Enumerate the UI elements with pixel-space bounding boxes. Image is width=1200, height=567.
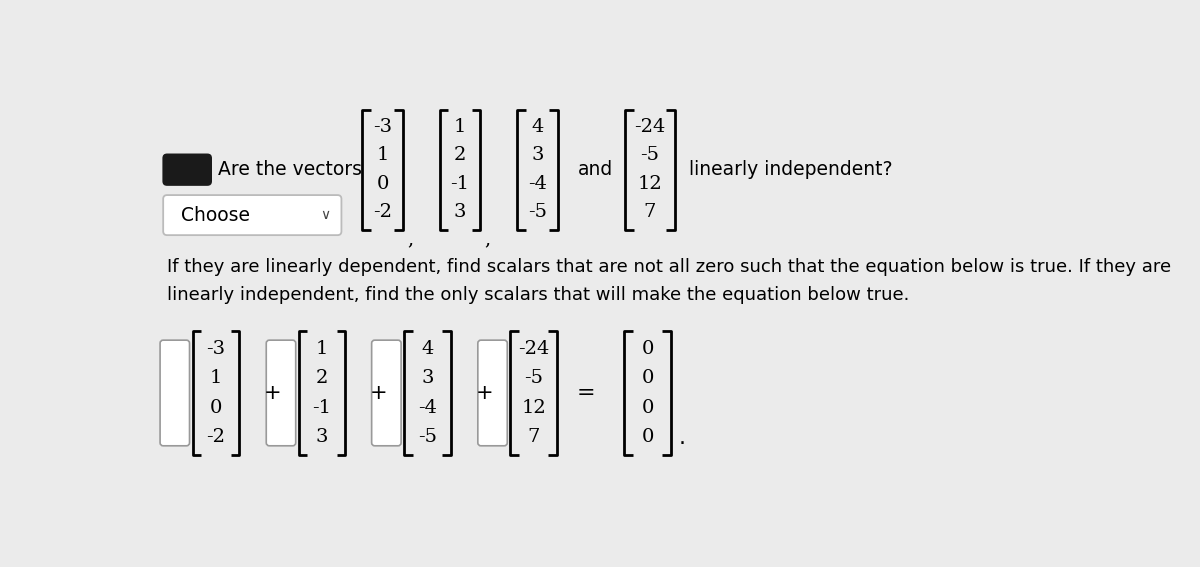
Text: 0: 0 bbox=[210, 399, 222, 417]
Text: 12: 12 bbox=[637, 175, 662, 193]
Text: 1: 1 bbox=[210, 369, 222, 387]
Text: -5: -5 bbox=[528, 204, 547, 222]
Text: 0: 0 bbox=[641, 340, 654, 358]
Text: 0: 0 bbox=[641, 369, 654, 387]
Text: -1: -1 bbox=[450, 175, 469, 193]
Text: ,: , bbox=[407, 231, 414, 248]
Text: linearly independent?: linearly independent? bbox=[689, 160, 892, 179]
Text: 3: 3 bbox=[454, 204, 467, 222]
Text: 2: 2 bbox=[454, 146, 466, 164]
FancyBboxPatch shape bbox=[266, 340, 295, 446]
Text: -5: -5 bbox=[641, 146, 659, 164]
Text: 4: 4 bbox=[421, 340, 433, 358]
Text: 7: 7 bbox=[528, 428, 540, 446]
Text: -5: -5 bbox=[418, 428, 437, 446]
Text: ∨: ∨ bbox=[320, 208, 331, 222]
Text: and: and bbox=[578, 160, 613, 179]
Text: ,: , bbox=[485, 231, 491, 248]
Text: -24: -24 bbox=[634, 118, 666, 136]
Text: 1: 1 bbox=[377, 146, 389, 164]
Text: =: = bbox=[576, 383, 595, 403]
Text: -5: -5 bbox=[524, 369, 544, 387]
Text: -3: -3 bbox=[373, 118, 392, 136]
Text: -4: -4 bbox=[418, 399, 437, 417]
Text: 0: 0 bbox=[641, 399, 654, 417]
FancyBboxPatch shape bbox=[372, 340, 401, 446]
Text: -3: -3 bbox=[206, 340, 226, 358]
Text: 7: 7 bbox=[643, 204, 656, 222]
Text: -4: -4 bbox=[528, 175, 547, 193]
FancyBboxPatch shape bbox=[163, 195, 342, 235]
Text: 0: 0 bbox=[377, 175, 389, 193]
Text: -2: -2 bbox=[373, 204, 392, 222]
Text: 12: 12 bbox=[521, 399, 546, 417]
Text: 0: 0 bbox=[641, 428, 654, 446]
FancyBboxPatch shape bbox=[162, 154, 212, 186]
Text: If they are linearly dependent, find scalars that are not all zero such that the: If they are linearly dependent, find sca… bbox=[167, 259, 1171, 277]
Text: 3: 3 bbox=[316, 428, 329, 446]
Text: 3: 3 bbox=[421, 369, 433, 387]
Text: +: + bbox=[264, 383, 281, 403]
Text: 1: 1 bbox=[316, 340, 329, 358]
Text: 1: 1 bbox=[454, 118, 466, 136]
Text: 3: 3 bbox=[532, 146, 544, 164]
Text: -1: -1 bbox=[312, 399, 331, 417]
Text: 4: 4 bbox=[532, 118, 544, 136]
FancyBboxPatch shape bbox=[478, 340, 508, 446]
Text: +: + bbox=[370, 383, 388, 403]
Text: +: + bbox=[476, 383, 493, 403]
FancyBboxPatch shape bbox=[160, 340, 190, 446]
Text: -24: -24 bbox=[518, 340, 550, 358]
Text: Choose: Choose bbox=[181, 206, 250, 225]
Text: Are the vectors: Are the vectors bbox=[218, 160, 362, 179]
Text: 2: 2 bbox=[316, 369, 329, 387]
Text: linearly independent, find the only scalars that will make the equation below tr: linearly independent, find the only scal… bbox=[167, 286, 910, 304]
Text: .: . bbox=[678, 428, 685, 448]
Text: -2: -2 bbox=[206, 428, 226, 446]
